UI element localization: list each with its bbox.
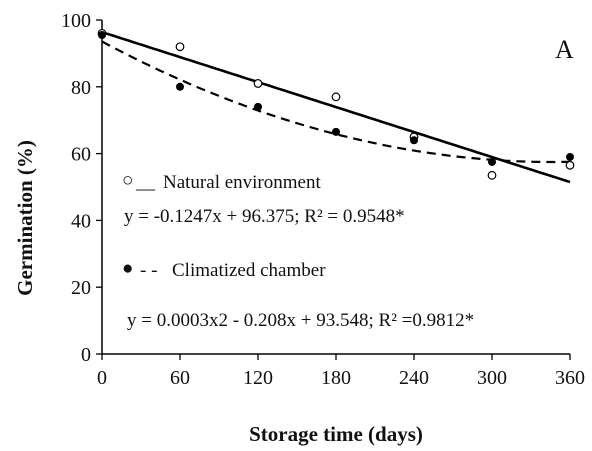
fit-lines (101, 30, 571, 184)
legend-label-climatized: Climatized chamber (172, 260, 326, 281)
equation-climatized: y = 0.0003x2 - 0.208x + 93.548; R² =0.98… (127, 310, 474, 331)
panel-label: A (555, 35, 574, 64)
y-tick-label: 40 (71, 210, 91, 232)
point-climatized (488, 157, 496, 166)
x-tick-label: 120 (243, 367, 273, 389)
x-tick-label: 0 (97, 367, 107, 389)
point-natural (175, 42, 185, 52)
y-tick-label: 0 (81, 344, 91, 366)
legend-symbol-natural: ○ (122, 170, 133, 191)
point-climatized (176, 82, 184, 91)
y-tick-label: 100 (61, 10, 91, 32)
point-climatized (566, 152, 574, 161)
fit-line-natural (101, 30, 571, 184)
x-tick-label: 300 (477, 367, 507, 389)
axes: 0 20 40 60 80 100 0 60 120 180 240 300 360 (61, 10, 585, 389)
point-natural (331, 92, 341, 102)
legend-line-natural: __ (135, 172, 156, 193)
point-natural (487, 170, 497, 180)
legend: ○ __ Natural environment y = -0.1247x + … (122, 170, 474, 331)
y-tick-label: 60 (71, 144, 91, 166)
point-climatized (254, 102, 262, 111)
x-tick-label: 240 (399, 367, 429, 389)
data-points (97, 28, 575, 180)
legend-symbol-climatized: ● (122, 258, 133, 279)
equation-natural: y = -0.1247x + 96.375; R² = 0.9548* (124, 206, 405, 227)
point-climatized (410, 136, 418, 145)
y-tick-label: 80 (71, 77, 91, 99)
x-tick-label: 360 (555, 367, 585, 389)
point-climatized (98, 31, 106, 40)
legend-label-natural: Natural environment (163, 172, 321, 193)
x-axis-label: Storage time (days) (249, 422, 423, 446)
legend-line-climatized: - - (140, 260, 157, 281)
y-axis-label: Germination (%) (13, 140, 37, 296)
x-tick-label: 180 (321, 367, 351, 389)
point-natural (253, 79, 263, 88)
x-tick-label: 60 (170, 367, 190, 389)
point-climatized (332, 127, 340, 136)
point-natural (565, 160, 575, 170)
fit-line-climatized (101, 40, 571, 164)
y-tick-label: 20 (71, 277, 91, 299)
